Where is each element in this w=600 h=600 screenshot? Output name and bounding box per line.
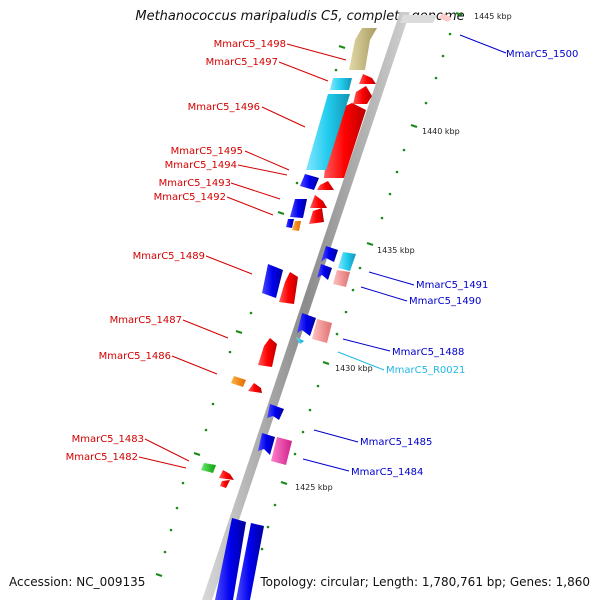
gene-blue-1489b	[262, 264, 283, 298]
gene-mmarc5-r0021	[296, 337, 304, 344]
gene-mmarc5-1482	[220, 480, 230, 488]
accession-label: Accession: NC_009135	[9, 575, 146, 589]
genome-backbone	[202, 12, 410, 600]
scale-label: 1425 kbp	[295, 483, 333, 492]
gene-label[interactable]: MmarC5_1500	[506, 49, 578, 60]
gene-mmarc5-1498-khaki	[349, 28, 377, 70]
gene-mmarc5-1500	[438, 13, 452, 22]
gene-label[interactable]: MmarC5_1482	[66, 452, 138, 463]
gene-mmarc5-1493	[310, 195, 327, 208]
gene-label[interactable]: MmarC5_1492	[154, 192, 226, 203]
gene-label[interactable]: MmarC5_1496	[188, 102, 260, 113]
scale-ruler-outer-major	[280, 11, 463, 486]
scale-ruler-outer	[260, 32, 452, 551]
feature-track-minus	[258, 13, 452, 465]
gene-label[interactable]: MmarC5_1487	[110, 315, 182, 326]
gene-label[interactable]: MmarC5_1489	[133, 251, 205, 262]
scale-label: 1445 kbp	[474, 12, 512, 21]
gene-mmarc5-1485	[258, 433, 275, 455]
feature-track-plus	[201, 28, 377, 600]
gene-orange-1492d	[292, 221, 301, 231]
gene-mmarc5-1488-a	[297, 313, 316, 336]
gene-label[interactable]: MmarC5_1484	[351, 467, 423, 478]
gene-blue-bottom-2	[236, 523, 264, 600]
gene-blue-1492c	[286, 219, 294, 228]
gene-mmarc5-1500-grey	[400, 15, 437, 23]
gene-label[interactable]: MmarC5_R0021	[386, 365, 465, 376]
gene-rna-cyan-1	[330, 78, 352, 90]
gene-label[interactable]: MmarC5_1494	[165, 160, 237, 171]
gene-blue-bottom-1	[215, 518, 246, 600]
gene-mmarc5-1492	[309, 208, 324, 224]
gene-mmarc5-1483	[219, 470, 234, 480]
gene-mmarc5-1491-a	[321, 246, 338, 262]
gene-mmarc5-1484	[271, 437, 292, 465]
gene-mmarc5-1496-a	[353, 86, 372, 104]
scale-label: 1430 kbp	[335, 364, 373, 373]
gene-mmarc5-1487	[258, 338, 277, 367]
gene-orange-1486	[231, 376, 246, 387]
gene-mmarc5-1494	[317, 181, 334, 190]
gene-label[interactable]: MmarC5_1490	[409, 296, 481, 307]
gene-mmarc5-1485-a	[267, 404, 284, 420]
gene-mmarc5-1490	[333, 270, 350, 287]
scale-label: 1440 kbp	[422, 127, 460, 136]
topology-label: Topology: circular; Length: 1,780,761 bp…	[260, 575, 590, 589]
gene-mmarc5-1486	[248, 383, 262, 393]
gene-label[interactable]: MmarC5_1498	[214, 39, 286, 50]
leader-lines-right	[302, 34, 507, 472]
gene-mmarc5-1495	[300, 174, 319, 190]
gene-label[interactable]: MmarC5_1488	[392, 347, 464, 358]
gene-label[interactable]: MmarC5_1485	[360, 437, 432, 448]
map-title: Methanococcus maripaludis C5, complete g…	[135, 9, 465, 24]
gene-label[interactable]: MmarC5_1486	[99, 351, 171, 362]
scale-ruler-inner	[163, 68, 338, 554]
gene-label[interactable]: MmarC5_1495	[171, 146, 243, 157]
gene-label[interactable]: MmarC5_1497	[206, 57, 278, 68]
gene-mmarc5-1488	[312, 319, 332, 343]
leader-lines-left	[138, 43, 347, 469]
scale-labels: 1445 kbp 1440 kbp 1435 kbp 1430 kbp 1425…	[295, 12, 512, 492]
gene-mmarc5-1491-b	[317, 264, 332, 280]
gene-mmarc5-1489	[279, 272, 298, 304]
gene-green-1483	[201, 463, 216, 473]
gene-mmarc5-1491	[338, 252, 356, 271]
gene-label[interactable]: MmarC5_1491	[416, 280, 488, 291]
gene-labels: MmarC5_1498 MmarC5_1497 MmarC5_1496 Mmar…	[66, 39, 579, 478]
gene-label[interactable]: MmarC5_1483	[72, 434, 144, 445]
scale-ruler-inner-major	[155, 44, 346, 578]
gene-blue-1492b	[290, 199, 307, 218]
gene-mmarc5-1497	[359, 74, 376, 84]
gene-rna-cyan-2	[306, 94, 350, 170]
scale-label: 1435 kbp	[377, 246, 415, 255]
gene-label[interactable]: MmarC5_1493	[159, 178, 231, 189]
